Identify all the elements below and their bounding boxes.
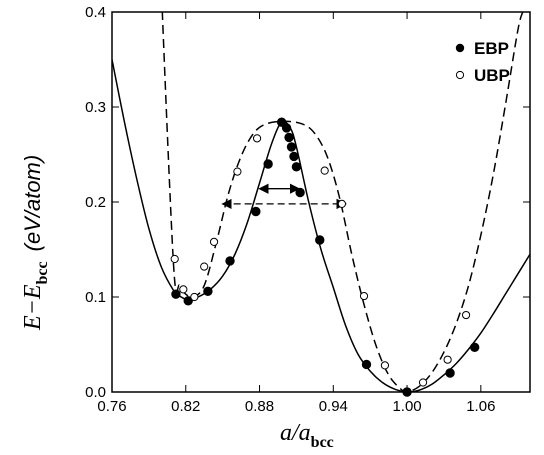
legend-marker-ebp (455, 43, 465, 53)
data-point-ebp (361, 359, 372, 370)
data-point-ebp (284, 132, 294, 143)
x-tick-label: 1.06 (466, 398, 495, 415)
data-point-ubp (380, 361, 390, 370)
annotations (221, 183, 347, 210)
y-tick-label: 0.3 (85, 99, 106, 116)
data-point-ubp (418, 378, 428, 387)
data-point-ebp (183, 296, 193, 306)
data-point-ubp (252, 134, 262, 143)
y-tick-label: 0.0 (85, 384, 106, 401)
data-point-ubp (209, 237, 219, 246)
x-tick-label: 0.76 (97, 398, 126, 415)
x-tick-label: 0.88 (245, 398, 274, 415)
y-tick-label: 0.2 (85, 194, 106, 211)
data-point-ubp (179, 285, 188, 294)
data-point-ebp (469, 342, 480, 353)
markers (170, 117, 480, 397)
data-point-ebp (445, 368, 455, 378)
data-point-ubp (337, 199, 346, 208)
x-axis-label-main: a/a (280, 420, 311, 446)
legend-label-ebp: EBP (474, 39, 509, 58)
y-axis-label-sub: bcc (34, 261, 51, 284)
data-point-ebp (281, 123, 292, 133)
data-point-ebp (291, 162, 302, 172)
data-point-ebp (251, 206, 261, 217)
series-line-ubp (161, 12, 524, 392)
y-axis-label: E−Ebcc (eV/atom) (20, 155, 51, 331)
x-tick-label: 0.82 (171, 398, 200, 415)
legend: EBP UBP (455, 39, 510, 85)
data-point-ebp (263, 159, 273, 169)
data-point-ebp (203, 286, 213, 296)
y-axis-label-unit: (eV/atom) (20, 155, 45, 252)
data-point-ubp (233, 167, 242, 176)
plot-frame (111, 11, 531, 393)
data-point-ubp (170, 254, 179, 264)
data-point-ubp (320, 166, 329, 175)
x-tick-label: 0.94 (319, 398, 348, 415)
data-point-ebp (402, 387, 412, 397)
legend-label-ubp: UBP (474, 66, 510, 85)
data-point-ubp (443, 355, 452, 364)
data-point-ebp (286, 142, 297, 152)
y-tick-label: 0.1 (85, 289, 106, 306)
data-point-ubp (461, 310, 471, 320)
x-tick-label: 1.00 (392, 398, 421, 415)
legend-marker-ubp (455, 70, 465, 80)
data-point-ubp (200, 262, 209, 271)
series-line-ebp (112, 59, 530, 392)
data-point-ebp (171, 289, 181, 299)
curves (112, 12, 530, 392)
x-axis-label-sub: bcc (311, 434, 334, 451)
data-point-ebp (289, 151, 299, 162)
data-point-ebp (225, 256, 235, 266)
y-tick-label: 0.4 (85, 4, 106, 21)
data-point-ebp (315, 235, 325, 245)
data-point-ubp (190, 292, 199, 302)
data-point-ebp (295, 187, 305, 198)
x-axis-label: a/abcc (280, 420, 334, 451)
data-point-ubp (359, 291, 369, 301)
y-axis-label-main: E−E (20, 284, 46, 331)
ticks: 0.76 0.82 0.88 0.94 1.00 1.06 0.0 0.1 0.2 0.3 0.4 (85, 4, 530, 415)
